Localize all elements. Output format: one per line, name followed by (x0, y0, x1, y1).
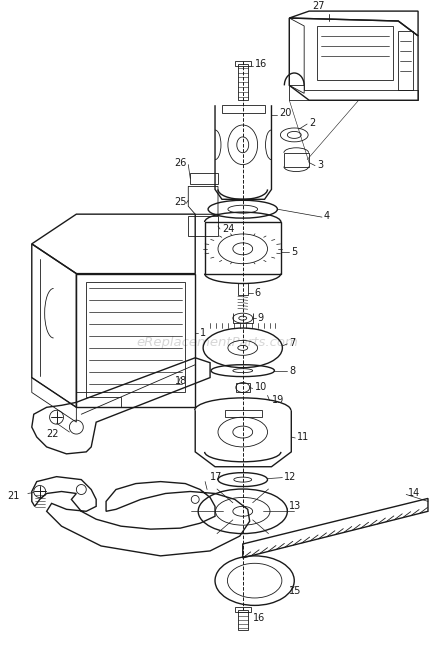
Text: 18: 18 (175, 375, 187, 386)
Text: 19: 19 (271, 395, 283, 406)
Text: 9: 9 (257, 313, 263, 323)
Text: 6: 6 (254, 289, 260, 298)
Text: 24: 24 (221, 224, 234, 234)
Text: 5: 5 (291, 247, 297, 257)
Text: 15: 15 (289, 586, 301, 595)
Text: 7: 7 (289, 338, 295, 348)
Text: 4: 4 (323, 211, 329, 221)
Text: 16: 16 (254, 59, 266, 69)
Text: 20: 20 (279, 108, 291, 118)
Text: 1: 1 (200, 328, 206, 338)
Text: 10: 10 (254, 382, 266, 393)
Text: 13: 13 (289, 501, 301, 511)
Text: 27: 27 (311, 1, 324, 11)
Text: 11: 11 (296, 432, 309, 442)
Text: 22: 22 (46, 429, 59, 439)
Text: 2: 2 (309, 118, 315, 128)
Text: 26: 26 (174, 158, 186, 168)
Text: eReplacementParts.com: eReplacementParts.com (136, 336, 297, 349)
Text: 25: 25 (174, 197, 186, 207)
Text: 8: 8 (289, 366, 295, 376)
Text: 3: 3 (316, 160, 322, 170)
Text: 16: 16 (252, 613, 264, 623)
Text: 21: 21 (7, 492, 20, 501)
Text: 14: 14 (407, 488, 419, 498)
Text: 17: 17 (210, 472, 222, 481)
Text: 12: 12 (284, 472, 296, 481)
